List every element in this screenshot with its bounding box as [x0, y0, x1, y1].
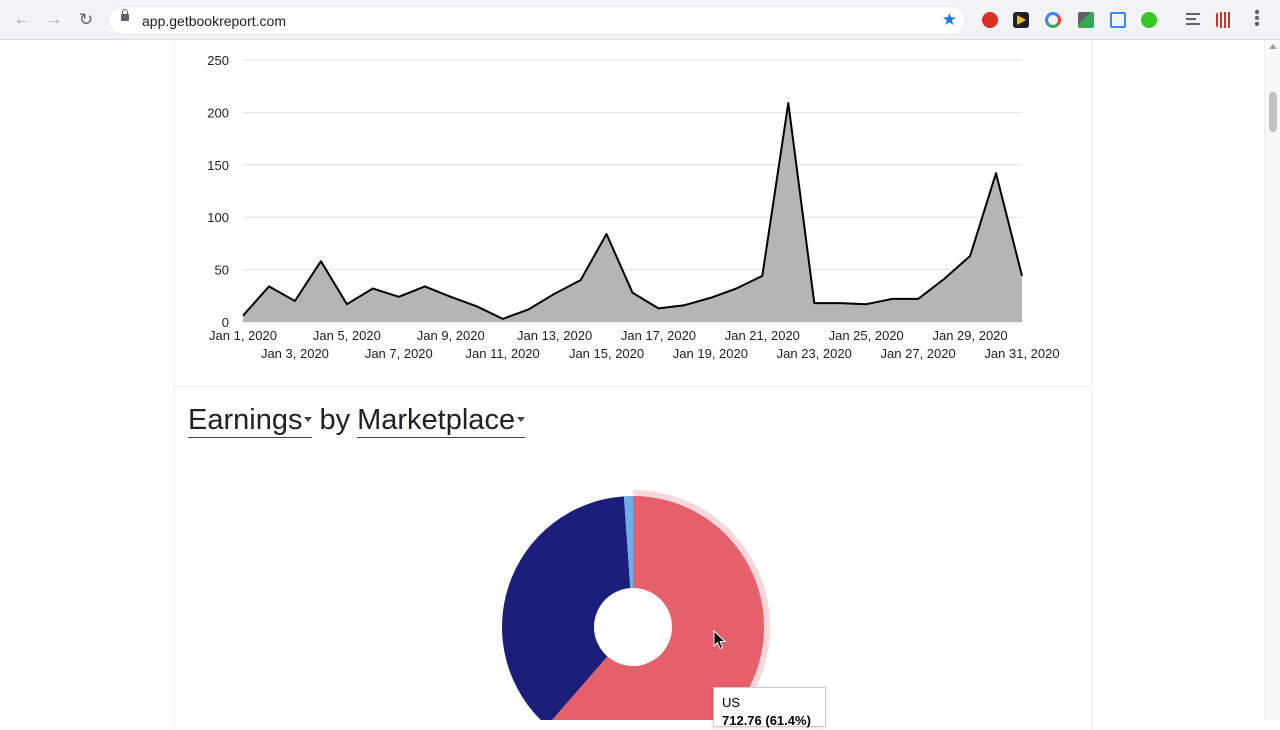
x-tick-label: Jan 29, 2020	[932, 328, 1007, 343]
page-scrollbar[interactable]	[1264, 40, 1280, 720]
x-tick-label: Jan 17, 2020	[621, 328, 696, 343]
x-tick-label: Jan 1, 2020	[209, 328, 277, 343]
data-point[interactable]	[500, 316, 506, 322]
data-point[interactable]	[681, 302, 687, 308]
x-tick-label: Jan 31, 2020	[984, 346, 1059, 361]
chart-tooltip: US 712.76 (61.4%)	[713, 687, 826, 728]
data-point[interactable]	[811, 300, 817, 306]
data-point[interactable]	[967, 253, 973, 259]
area-fill	[243, 103, 1022, 322]
data-point[interactable]	[422, 283, 428, 289]
data-point[interactable]	[733, 285, 739, 291]
y-tick-label: 200	[207, 105, 229, 120]
lock-icon	[121, 9, 129, 21]
reading-list-icon[interactable]	[1186, 13, 1200, 25]
marketplace-donut-chart	[502, 490, 770, 720]
metric-dropdown[interactable]: Earnings	[188, 404, 313, 438]
data-point[interactable]	[785, 100, 791, 106]
extension-icon[interactable]	[982, 12, 998, 28]
data-point[interactable]	[941, 276, 947, 282]
data-point[interactable]	[578, 277, 584, 283]
series-line	[242, 102, 1023, 320]
y-tick-label: 150	[207, 158, 229, 173]
data-point[interactable]	[448, 294, 454, 300]
url-text[interactable]: app.getbookreport.com	[142, 13, 286, 29]
data-point[interactable]	[370, 285, 376, 291]
data-point[interactable]	[863, 301, 869, 307]
scroll-thumb[interactable]	[1269, 92, 1277, 132]
metric-dropdown-label: Earnings	[188, 404, 303, 436]
report-card	[174, 40, 1092, 730]
x-tick-label: Jan 15, 2020	[569, 346, 644, 361]
y-tick-label: 0	[222, 315, 229, 330]
extension-icon[interactable]	[1045, 12, 1061, 28]
kebab-menu-icon[interactable]: • • •	[1254, 4, 1260, 33]
back-arrow-icon[interactable]: ←	[14, 11, 30, 28]
browser-toolbar: ← → ↻ app.getbookreport.com ★ • • •	[0, 0, 1280, 40]
extension-icon[interactable]	[1110, 12, 1126, 28]
forward-arrow-icon[interactable]: →	[46, 11, 62, 28]
x-tick-label: Jan 13, 2020	[517, 328, 592, 343]
extension-icon[interactable]	[1216, 12, 1232, 28]
pie-slice[interactable]	[502, 496, 633, 720]
donut-hole	[594, 588, 672, 666]
bookmark-star-icon[interactable]: ★	[941, 10, 957, 29]
data-point[interactable]	[318, 258, 324, 264]
x-tick-label: Jan 21, 2020	[725, 328, 800, 343]
data-point[interactable]	[292, 298, 298, 304]
scroll-up-icon[interactable]	[1269, 44, 1277, 49]
extension-icon[interactable]	[1141, 12, 1157, 28]
caret-down-icon	[517, 416, 526, 422]
data-point[interactable]	[837, 300, 843, 306]
y-tick-label: 100	[207, 210, 229, 225]
tooltip-label: US	[722, 695, 741, 710]
x-tick-label: Jan 7, 2020	[365, 346, 433, 361]
dimension-dropdown[interactable]: Marketplace	[357, 404, 526, 438]
x-tick-label: Jan 27, 2020	[881, 346, 956, 361]
x-tick-label: Jan 9, 2020	[417, 328, 485, 343]
data-point[interactable]	[889, 296, 895, 302]
data-point[interactable]	[915, 296, 921, 302]
by-label: by	[319, 404, 351, 436]
tooltip-value: 712.76 (61.4%)	[722, 713, 811, 728]
address-bar[interactable]: app.getbookreport.com ★	[108, 6, 966, 35]
reload-icon[interactable]: ↻	[78, 10, 94, 29]
x-tick-label: Jan 19, 2020	[673, 346, 748, 361]
data-point[interactable]	[396, 294, 402, 300]
caret-down-icon	[304, 416, 313, 422]
x-tick-label: Jan 11, 2020	[466, 346, 540, 361]
y-tick-label: 50	[215, 263, 229, 278]
x-tick-label: Jan 23, 2020	[777, 346, 852, 361]
x-tick-label: Jan 25, 2020	[829, 328, 904, 343]
y-tick-label: 250	[207, 53, 229, 68]
data-point[interactable]	[604, 231, 610, 237]
data-point[interactable]	[993, 170, 999, 176]
data-point[interactable]	[474, 303, 480, 309]
data-point[interactable]	[707, 295, 713, 301]
data-point[interactable]	[630, 290, 636, 296]
data-point[interactable]	[526, 306, 532, 312]
x-tick-label: Jan 5, 2020	[313, 328, 381, 343]
earnings-by-date-area-chart: 0 50 100 150 200 250 Jan 1, 2020 Jan 5, 2020 Ja…	[207, 53, 1059, 361]
data-point[interactable]	[240, 313, 246, 319]
data-point[interactable]	[266, 283, 272, 289]
data-point[interactable]	[344, 301, 350, 307]
section-divider	[174, 386, 1092, 387]
dimension-dropdown-label: Marketplace	[357, 404, 516, 436]
extension-icon[interactable]	[1013, 12, 1029, 28]
data-point[interactable]	[1019, 273, 1025, 279]
data-point[interactable]	[655, 305, 661, 311]
x-tick-label: Jan 3, 2020	[261, 346, 329, 361]
section-title: Earnings by Marketplace	[188, 404, 526, 438]
data-point[interactable]	[759, 273, 765, 279]
data-point[interactable]	[552, 291, 558, 297]
extension-icon[interactable]	[1078, 12, 1094, 28]
